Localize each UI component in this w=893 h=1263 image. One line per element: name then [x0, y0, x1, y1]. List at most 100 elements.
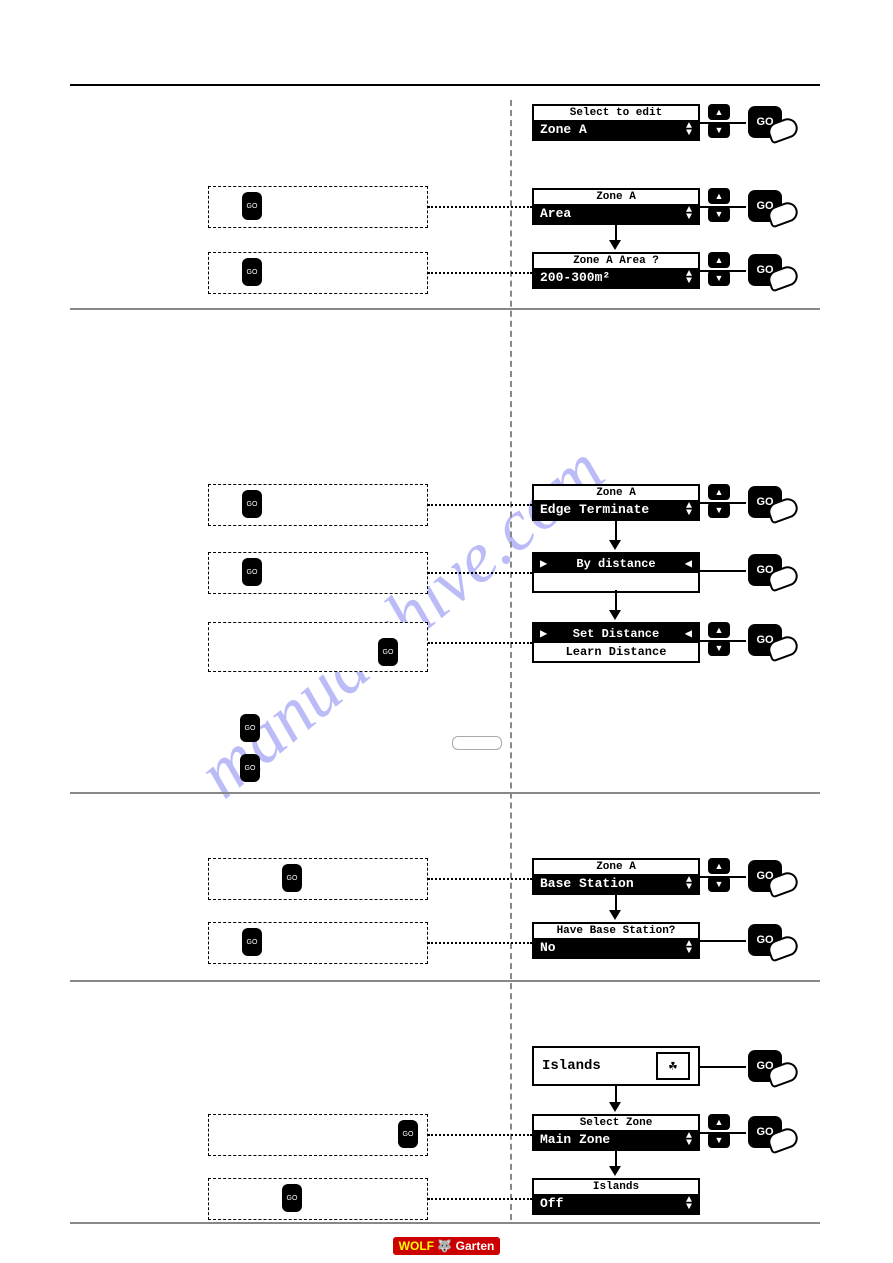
arrow-down-icon: [609, 1166, 621, 1176]
connector: [700, 206, 746, 208]
lcd-value: Area: [540, 206, 571, 221]
go-button[interactable]: GO: [748, 550, 808, 594]
arrow-down-icon: [609, 540, 621, 550]
updown-buttons[interactable]: ▲▼: [708, 104, 730, 138]
updown-icon: ▲▼: [686, 1197, 692, 1211]
updown-buttons[interactable]: ▲▼: [708, 188, 730, 222]
go-button[interactable]: GO: [748, 620, 808, 664]
go-chip-icon: GO: [242, 258, 262, 286]
updown-icon: ▲▼: [686, 877, 692, 891]
connector: [700, 876, 746, 878]
connector: [700, 640, 746, 642]
lcd-header: Zone A: [534, 860, 698, 874]
lcd-value: Zone A: [540, 122, 587, 137]
arrow-down-icon: [609, 610, 621, 620]
go-chip-icon: GO: [242, 490, 262, 518]
go-chip-icon: GO: [282, 1184, 302, 1212]
lcd-zone-a-area: Zone A Area ? 200-300m²▲▼: [532, 252, 700, 289]
lcd-value: Main Zone: [540, 1132, 610, 1147]
lcd-selected: Main Zone▲▼: [534, 1130, 698, 1149]
lcd-base-station: Zone A Base Station ▲▼: [532, 858, 700, 895]
lcd-header: Islands: [534, 1180, 698, 1194]
lcd-edge-terminate: Zone A Edge Terminate▲▼: [532, 484, 700, 521]
dotted-connector: [428, 1134, 532, 1136]
go-button[interactable]: GO: [748, 1046, 808, 1090]
arrow-stem: [615, 224, 617, 240]
updown-buttons[interactable]: ▲▼: [708, 622, 730, 656]
lcd-select-to-edit: Select to edit Zone A▲▼: [532, 104, 700, 141]
lcd-header: Select to edit: [534, 106, 698, 120]
lcd-value: Base Station: [540, 876, 634, 891]
lcd-header: Have Base Station?: [534, 924, 698, 938]
lcd-islands-off: Islands Off ▲▼: [532, 1178, 700, 1215]
updown-icon: ▲▼: [686, 207, 692, 221]
lcd-header: Zone A: [534, 190, 698, 204]
connector: [700, 1132, 746, 1134]
arrow-down-icon: [609, 910, 621, 920]
dotted-connector: [428, 206, 532, 208]
white-key-icon: [452, 736, 502, 750]
arrow-stem: [615, 590, 617, 610]
center-divider: [510, 100, 512, 1220]
go-chip-icon: GO: [242, 192, 262, 220]
dotted-connector: [428, 878, 532, 880]
go-chip-icon: GO: [378, 638, 398, 666]
lcd-value: Set Distance: [573, 627, 659, 641]
go-chip-icon: GO: [242, 928, 262, 956]
go-button[interactable]: GO: [748, 482, 808, 526]
updown-buttons[interactable]: ▲▼: [708, 484, 730, 518]
connector: [700, 570, 746, 572]
lcd-value: Off: [540, 1196, 563, 1211]
lcd-value: Learn Distance: [566, 645, 667, 659]
lcd-selected: Base Station ▲▼: [534, 874, 698, 893]
lcd-row: ▶Set Distance◀: [534, 624, 698, 643]
brand-sub: Garten: [456, 1239, 495, 1253]
go-button[interactable]: GO: [748, 102, 808, 146]
go-chip-icon: GO: [240, 714, 260, 742]
instruction-box: [208, 1114, 428, 1156]
tri-right-icon: ◀: [685, 626, 692, 641]
updown-icon: ▲▼: [686, 271, 692, 285]
lcd-selected: No ▲▼: [534, 938, 698, 957]
arrow-stem: [615, 1150, 617, 1166]
dotted-connector: [428, 504, 532, 506]
go-button[interactable]: GO: [748, 856, 808, 900]
lcd-selected: Off ▲▼: [534, 1194, 698, 1213]
connector: [700, 270, 746, 272]
updown-buttons[interactable]: ▲▼: [708, 1114, 730, 1148]
lcd-value: No: [540, 940, 556, 955]
go-button[interactable]: GO: [748, 920, 808, 964]
lcd-have-base-station: Have Base Station? No ▲▼: [532, 922, 700, 959]
dotted-connector: [428, 942, 532, 944]
dotted-connector: [428, 1198, 532, 1200]
divider: [70, 1222, 820, 1224]
arrow-stem: [615, 1086, 617, 1102]
go-chip-icon: GO: [398, 1120, 418, 1148]
lcd-value: Edge Terminate: [540, 502, 649, 517]
updown-icon: ▲▼: [686, 941, 692, 955]
arrow-stem: [615, 894, 617, 910]
instruction-box: [208, 858, 428, 900]
go-chip-icon: GO: [282, 864, 302, 892]
updown-buttons[interactable]: ▲▼: [708, 858, 730, 892]
dotted-connector: [428, 572, 532, 574]
divider: [70, 980, 820, 982]
updown-buttons[interactable]: ▲▼: [708, 252, 730, 286]
arrow-stem: [615, 520, 617, 540]
arrow-down-icon: [609, 1102, 621, 1112]
go-button[interactable]: GO: [748, 186, 808, 230]
lcd-by-distance: ▶By distance◀: [532, 552, 700, 593]
lcd-header: Select Zone: [534, 1116, 698, 1130]
updown-icon: ▲▼: [686, 503, 692, 517]
lcd-zone-a: Zone A Area ▲▼: [532, 188, 700, 225]
lcd-selected: 200-300m²▲▼: [534, 268, 698, 287]
divider: [70, 792, 820, 794]
footer: WOLF 🐺 Garten: [0, 1237, 893, 1255]
wolf-icon: 🐺: [437, 1239, 452, 1253]
go-button[interactable]: GO: [748, 1112, 808, 1156]
go-chip-icon: GO: [240, 754, 260, 782]
lcd-row: ▶By distance◀: [534, 554, 698, 573]
brand-text: WOLF: [399, 1239, 434, 1253]
instruction-box: [208, 922, 428, 964]
go-button[interactable]: GO: [748, 250, 808, 294]
